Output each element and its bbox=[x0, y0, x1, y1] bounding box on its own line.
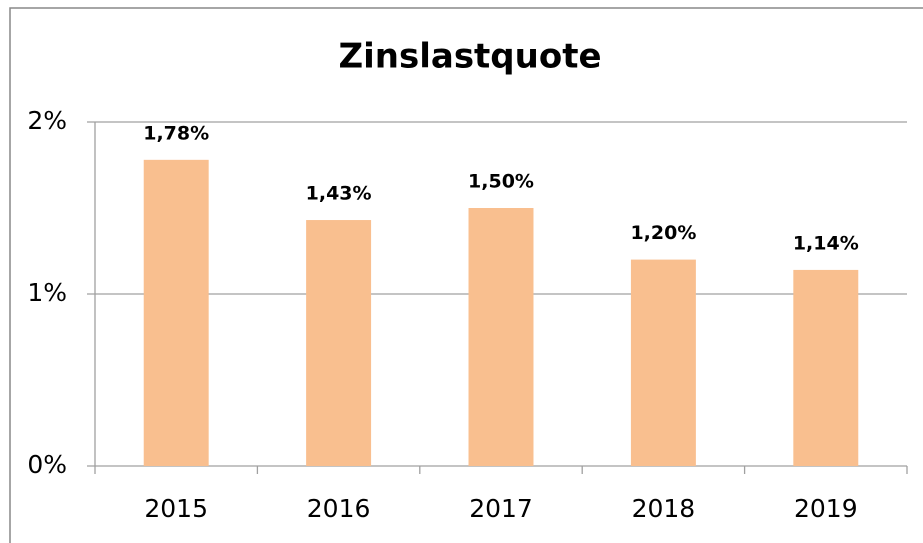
bar bbox=[793, 269, 859, 466]
value-label: 1,14% bbox=[793, 232, 859, 254]
x-tick-label: 2015 bbox=[144, 494, 208, 523]
value-label: 1,50% bbox=[468, 171, 534, 193]
x-tick-label: 2016 bbox=[307, 494, 371, 523]
value-label: 1,43% bbox=[306, 183, 372, 205]
y-tick-label: 2% bbox=[27, 106, 67, 135]
bar bbox=[143, 159, 209, 466]
x-tick-label: 2018 bbox=[632, 494, 696, 523]
bar bbox=[468, 208, 534, 466]
x-tick-label: 2017 bbox=[469, 494, 533, 523]
x-tick-label: 2019 bbox=[794, 494, 858, 523]
chart-title: Zinslastquote bbox=[338, 37, 601, 77]
bar bbox=[306, 220, 372, 466]
y-tick-label: 0% bbox=[27, 450, 67, 479]
bar bbox=[630, 259, 696, 466]
value-label: 1,20% bbox=[630, 222, 696, 244]
y-tick-label: 1% bbox=[27, 278, 67, 307]
value-label: 1,78% bbox=[143, 122, 209, 144]
